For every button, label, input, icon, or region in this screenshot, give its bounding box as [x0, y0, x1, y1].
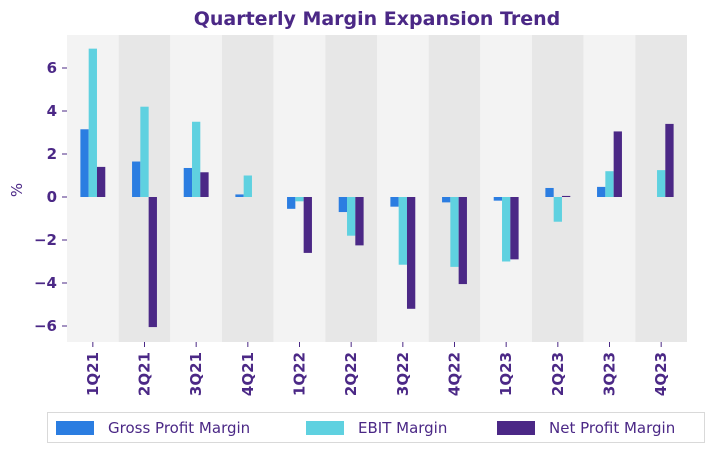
bar-gross-profit-margin-2q21 [132, 161, 141, 197]
bars [80, 48, 674, 328]
y-tick-label: −6 [34, 317, 57, 335]
bar-gross-profit-margin-3q22 [390, 197, 399, 207]
bar-net-profit-margin-3q21 [200, 172, 209, 197]
x-tick-label: 3Q23 [601, 352, 619, 396]
background-band [377, 35, 429, 342]
y-tick-label: −4 [34, 274, 57, 292]
legend-item-gross-profit-margin[interactable]: Gross Profit Margin [56, 419, 250, 437]
bar-gross-profit-margin-1q22 [287, 197, 296, 209]
x-tick-label: 4Q22 [446, 352, 464, 396]
bar-ebit-margin-3q22 [398, 197, 407, 265]
bar-net-profit-margin-2q23 [561, 195, 571, 197]
bar-ebit-margin-1q23 [502, 197, 511, 262]
bar-gross-profit-margin-2q23 [545, 187, 554, 197]
bar-ebit-margin-4q23 [657, 170, 666, 197]
legend-item-ebit-margin[interactable]: EBIT Margin [306, 419, 447, 437]
bar-gross-profit-margin-3q21 [183, 167, 193, 197]
bar-ebit-margin-3q23 [605, 171, 614, 197]
x-tick-label: 4Q21 [239, 352, 257, 396]
background-band [325, 35, 377, 342]
bar-ebit-margin-2q23 [553, 197, 562, 222]
bar-gross-profit-margin-4q21 [235, 194, 244, 197]
bar-net-profit-margin-2q21 [148, 197, 157, 328]
y-axis-label: % [8, 183, 26, 197]
background-band [532, 35, 584, 342]
bar-net-profit-margin-4q23 [665, 123, 674, 197]
x-tick-label: 1Q21 [84, 352, 102, 396]
x-tick-label: 1Q22 [291, 352, 309, 396]
background-band [273, 35, 326, 342]
legend-item-net-profit-margin[interactable]: Net Profit Margin [497, 419, 675, 437]
x-tick-label: 2Q22 [342, 352, 360, 396]
y-tick-label: 4 [47, 102, 57, 120]
legend-label: EBIT Margin [358, 419, 448, 437]
bar-gross-profit-margin-1q21 [80, 129, 89, 197]
plot-background [67, 35, 687, 342]
legend-swatch-gross-profit-margin [56, 421, 94, 435]
bar-net-profit-margin-1q23 [510, 197, 519, 260]
legend: Gross Profit Margin EBIT Margin Net Prof… [47, 412, 705, 443]
bar-ebit-margin-1q21 [88, 48, 97, 198]
bar-net-profit-margin-1q22 [303, 197, 312, 253]
bar-ebit-margin-3q21 [192, 121, 201, 197]
y-axis: 6 4 2 0 −2 −4 −6 [34, 59, 67, 335]
y-tick-label: 2 [47, 145, 57, 163]
bar-net-profit-margin-3q23 [613, 131, 622, 197]
x-tick-label: 3Q21 [187, 352, 205, 396]
bar-gross-profit-margin-3q23 [597, 186, 606, 197]
bar-ebit-margin-4q22 [450, 197, 459, 267]
legend-label: Gross Profit Margin [108, 419, 251, 437]
bar-ebit-margin-1q22 [295, 197, 304, 202]
background-band [428, 35, 481, 342]
x-tick-label: 2Q23 [549, 352, 567, 396]
bar-ebit-margin-4q21 [243, 175, 252, 197]
legend-swatch-ebit-margin [306, 421, 344, 435]
x-axis: 1Q21 2Q21 3Q21 4Q21 1Q22 2Q22 3Q22 4Q22 1Q23 2Q23… [84, 342, 670, 396]
bar-ebit-margin-2q21 [140, 106, 149, 197]
y-tick-label: 0 [47, 188, 57, 206]
background-band [480, 35, 532, 342]
bar-gross-profit-margin-2q22 [338, 197, 348, 213]
bar-ebit-margin-2q22 [347, 197, 356, 236]
legend-label: Net Profit Margin [549, 419, 676, 437]
y-tick-label: 6 [47, 59, 57, 77]
bar-gross-profit-margin-1q23 [493, 197, 503, 201]
bar-net-profit-margin-2q22 [355, 197, 364, 246]
legend-swatch-net-profit-margin [497, 421, 535, 435]
x-tick-label: 3Q22 [394, 352, 412, 396]
x-tick-label: 2Q21 [136, 352, 154, 396]
bar-net-profit-margin-4q22 [458, 197, 467, 285]
bar-gross-profit-margin-4q22 [442, 197, 451, 203]
x-tick-label: 4Q23 [652, 352, 670, 396]
chart: Quarterly Margin Expansion Trend 6 4 2 0 −2 −… [8, 8, 687, 396]
bar-net-profit-margin-1q21 [96, 166, 106, 197]
bar-net-profit-margin-3q22 [406, 197, 416, 309]
y-tick-label: −2 [34, 231, 57, 249]
x-tick-label: 1Q23 [497, 352, 515, 396]
chart-title: Quarterly Margin Expansion Trend [194, 8, 561, 30]
